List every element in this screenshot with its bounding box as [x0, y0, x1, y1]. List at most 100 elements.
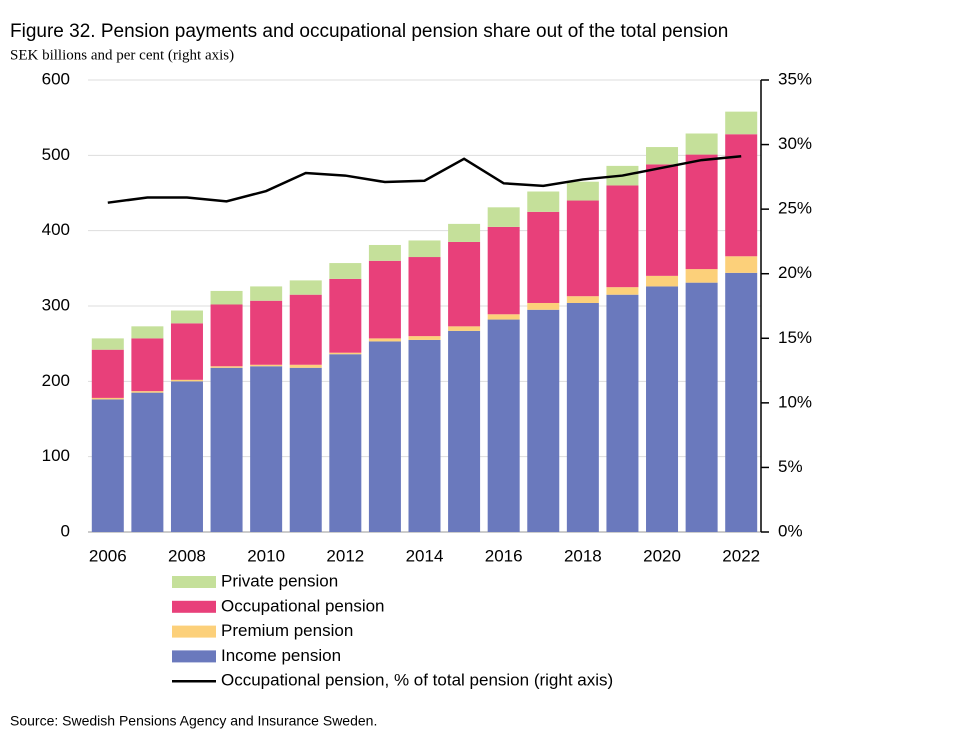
y2-tick-label: 10%: [778, 392, 812, 411]
legend-label: Income pension: [221, 646, 341, 665]
bar-segment: [487, 207, 520, 227]
bar-segment: [566, 296, 599, 303]
bar-segment: [170, 323, 203, 380]
bar-segment: [487, 226, 520, 315]
bar-segment: [725, 134, 758, 257]
legend-swatch: [172, 576, 216, 588]
bar-segment: [289, 367, 322, 532]
bar-segment: [448, 223, 481, 242]
legend-swatch: [172, 650, 216, 663]
y-tick-label: 600: [42, 69, 70, 88]
bar-segment: [368, 338, 401, 342]
bar-segment: [289, 364, 322, 368]
legend-label: Private pension: [221, 571, 338, 590]
bar-segment: [566, 181, 599, 201]
bar-segment: [408, 257, 441, 337]
y2-tick-label: 0%: [778, 521, 803, 540]
bar-segment: [646, 147, 679, 165]
bar-segment: [210, 304, 243, 367]
bar-segment: [368, 341, 401, 532]
bar-segment: [329, 354, 362, 532]
bar-segment: [329, 352, 362, 355]
bar-segment: [91, 397, 124, 400]
bar-segment: [606, 294, 639, 532]
bar-segment: [170, 379, 203, 382]
bar-segment: [91, 338, 124, 350]
legend-swatch: [172, 600, 216, 613]
bar-segment: [566, 302, 599, 532]
y2-tick-label: 30%: [778, 134, 812, 153]
line-series: [107, 154, 742, 204]
bar-segment: [368, 244, 401, 261]
y-tick-label: 500: [42, 145, 70, 164]
legend-swatch: [172, 625, 216, 638]
bar-segment: [646, 275, 679, 287]
x-tick-label: 2006: [89, 546, 127, 565]
bar-segment: [170, 310, 203, 324]
bar-segment: [685, 133, 718, 155]
legend-label: Occupational pension: [221, 596, 385, 615]
source-note: Source: Swedish Pensions Agency and Insu…: [10, 713, 377, 729]
y-tick-label: 200: [42, 371, 70, 390]
bar-segment: [527, 211, 560, 303]
bar-segment: [170, 381, 203, 532]
bar-segment: [329, 278, 362, 353]
bar-segment: [448, 330, 481, 532]
x-tick-label: 2020: [643, 546, 681, 565]
y-tick-label: 0: [61, 521, 70, 540]
legend-label: Occupational pension, % of total pension…: [221, 671, 613, 690]
bar-segment: [91, 399, 124, 532]
bar-segment: [131, 338, 164, 392]
y-tick-label: 400: [42, 220, 70, 239]
bar-segment: [368, 260, 401, 339]
x-tick-label: 2010: [247, 546, 285, 565]
x-tick-label: 2016: [485, 546, 523, 565]
bar-segment: [131, 391, 164, 393]
bar-segment: [448, 241, 481, 327]
bar-segment: [250, 286, 283, 301]
bar-segment: [527, 191, 560, 212]
x-tick-label: 2022: [722, 546, 760, 565]
bar-segment: [250, 366, 283, 532]
y2-tick-label: 5%: [778, 457, 803, 476]
bar-segment: [646, 164, 679, 276]
chart-title: Figure 32. Pension payments and occupati…: [10, 21, 728, 42]
bar-segment: [289, 280, 322, 295]
bar-segment: [329, 263, 362, 279]
x-tick-label: 2008: [168, 546, 206, 565]
bar-segment: [725, 272, 758, 532]
x-tick-label: 2012: [326, 546, 364, 565]
legend-label: Premium pension: [221, 621, 353, 640]
x-tick-label: 2018: [564, 546, 602, 565]
bar-segment: [289, 294, 322, 365]
chart-subtitle: SEK billions and per cent (right axis): [10, 47, 234, 63]
bar-segment: [725, 111, 758, 135]
y-tick-label: 100: [42, 446, 70, 465]
y2-tick-label: 25%: [778, 199, 812, 218]
bar-segment: [487, 314, 520, 320]
y2-tick-label: 35%: [778, 69, 812, 88]
bar-segment: [527, 302, 560, 310]
bar-segment: [527, 309, 560, 532]
y-tick-label: 300: [42, 295, 70, 314]
bar-segment: [408, 336, 441, 340]
bar-segment: [606, 185, 639, 288]
bar-segment: [250, 364, 283, 367]
bar-segment: [250, 300, 283, 365]
bar-segment: [408, 240, 441, 258]
bar-segment: [646, 286, 679, 532]
bar-segment: [408, 339, 441, 532]
bar-segment: [685, 269, 718, 283]
bar-segment: [131, 392, 164, 532]
y2-tick-label: 20%: [778, 263, 812, 282]
bar-segment: [725, 256, 758, 273]
bar-segment: [685, 282, 718, 532]
y2-tick-label: 15%: [778, 328, 812, 347]
bar-segment: [210, 367, 243, 532]
bar-segment: [566, 200, 599, 297]
bar-segment: [91, 349, 124, 398]
x-tick-label: 2014: [406, 546, 444, 565]
bar-segment: [448, 326, 481, 331]
bar-segment: [131, 326, 164, 339]
